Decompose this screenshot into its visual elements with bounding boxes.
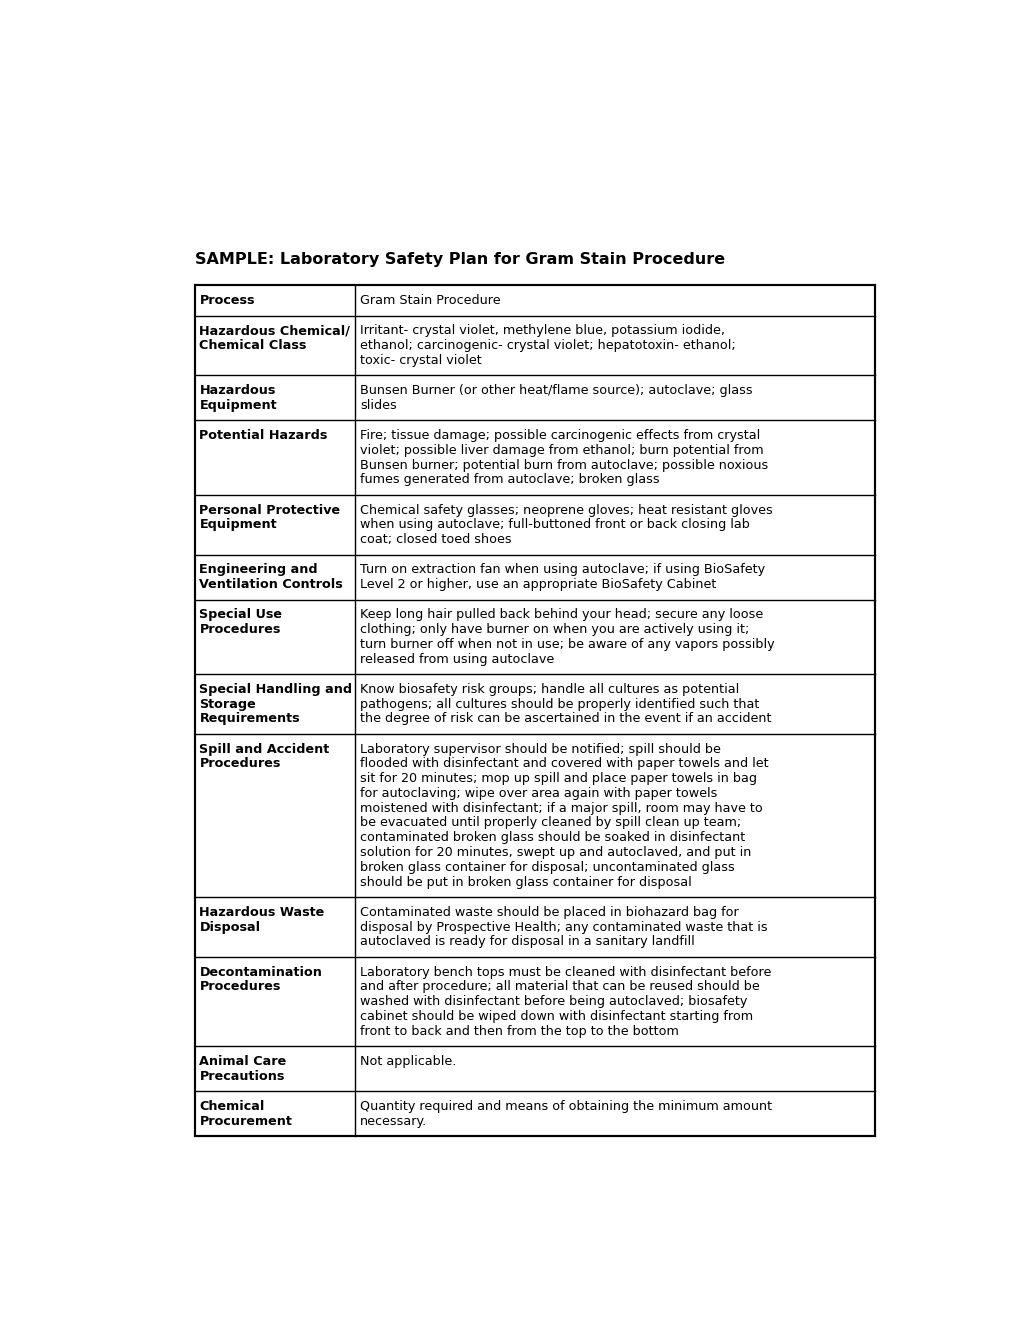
- Text: ethanol; carcinogenic- crystal violet; hepatotoxin- ethanol;: ethanol; carcinogenic- crystal violet; h…: [360, 339, 735, 352]
- Text: should be put in broken glass container for disposal: should be put in broken glass container …: [360, 875, 691, 888]
- Text: Contaminated waste should be placed in biohazard bag for: Contaminated waste should be placed in b…: [360, 906, 738, 919]
- Text: SAMPLE: Laboratory Safety Plan for Gram Stain Procedure: SAMPLE: Laboratory Safety Plan for Gram …: [195, 252, 725, 267]
- Text: disposal by Prospective Health; any contaminated waste that is: disposal by Prospective Health; any cont…: [360, 920, 766, 933]
- Text: when using autoclave; full-buttoned front or back closing lab: when using autoclave; full-buttoned fron…: [360, 519, 749, 532]
- Text: Bunsen burner; potential burn from autoclave; possible noxious: Bunsen burner; potential burn from autoc…: [360, 458, 767, 471]
- Text: Bunsen Burner (or other heat/flame source); autoclave; glass: Bunsen Burner (or other heat/flame sourc…: [360, 384, 752, 397]
- Text: moistened with disinfectant; if a major spill, room may have to: moistened with disinfectant; if a major …: [360, 801, 762, 814]
- Text: Procedures: Procedures: [200, 758, 280, 771]
- Text: broken glass container for disposal; uncontaminated glass: broken glass container for disposal; unc…: [360, 861, 734, 874]
- Text: fumes generated from autoclave; broken glass: fumes generated from autoclave; broken g…: [360, 474, 659, 486]
- Text: coat; closed toed shoes: coat; closed toed shoes: [360, 533, 511, 546]
- Text: Quantity required and means of obtaining the minimum amount: Quantity required and means of obtaining…: [360, 1100, 771, 1113]
- Text: Laboratory bench tops must be cleaned with disinfectant before: Laboratory bench tops must be cleaned wi…: [360, 965, 770, 978]
- Text: Equipment: Equipment: [200, 519, 277, 532]
- Text: pathogens; all cultures should be properly identified such that: pathogens; all cultures should be proper…: [360, 698, 758, 710]
- Text: front to back and then from the top to the bottom: front to back and then from the top to t…: [360, 1024, 678, 1038]
- Text: toxic- crystal violet: toxic- crystal violet: [360, 354, 481, 367]
- Text: flooded with disinfectant and covered with paper towels and let: flooded with disinfectant and covered wi…: [360, 758, 767, 771]
- Text: sit for 20 minutes; mop up spill and place paper towels in bag: sit for 20 minutes; mop up spill and pla…: [360, 772, 756, 785]
- Text: Precautions: Precautions: [200, 1069, 284, 1082]
- Text: Decontamination: Decontamination: [200, 965, 322, 978]
- Text: Not applicable.: Not applicable.: [360, 1055, 455, 1068]
- Text: Procedures: Procedures: [200, 623, 280, 636]
- Text: Procedures: Procedures: [200, 981, 280, 993]
- Text: and after procedure; all material that can be reused should be: and after procedure; all material that c…: [360, 981, 759, 993]
- Text: turn burner off when not in use; be aware of any vapors possibly: turn burner off when not in use; be awar…: [360, 638, 773, 651]
- Text: Special Handling and: Special Handling and: [200, 682, 353, 696]
- Text: Personal Protective: Personal Protective: [200, 504, 340, 516]
- Text: Fire; tissue damage; possible carcinogenic effects from crystal: Fire; tissue damage; possible carcinogen…: [360, 429, 759, 442]
- Text: Chemical: Chemical: [200, 1100, 265, 1113]
- Text: contaminated broken glass should be soaked in disinfectant: contaminated broken glass should be soak…: [360, 832, 745, 845]
- Text: autoclaved is ready for disposal in a sanitary landfill: autoclaved is ready for disposal in a sa…: [360, 936, 694, 948]
- Text: Hazardous Waste: Hazardous Waste: [200, 906, 324, 919]
- Text: the degree of risk can be ascertained in the event if an accident: the degree of risk can be ascertained in…: [360, 713, 770, 726]
- Text: for autoclaving; wipe over area again with paper towels: for autoclaving; wipe over area again wi…: [360, 787, 716, 800]
- Text: Hazardous Chemical/: Hazardous Chemical/: [200, 325, 350, 338]
- Text: Chemical Class: Chemical Class: [200, 339, 307, 352]
- Text: Requirements: Requirements: [200, 713, 300, 726]
- Text: necessary.: necessary.: [360, 1114, 427, 1127]
- Text: Potential Hazards: Potential Hazards: [200, 429, 327, 442]
- Text: solution for 20 minutes, swept up and autoclaved, and put in: solution for 20 minutes, swept up and au…: [360, 846, 751, 859]
- Text: clothing; only have burner on when you are actively using it;: clothing; only have burner on when you a…: [360, 623, 749, 636]
- Text: Ventilation Controls: Ventilation Controls: [200, 578, 342, 591]
- Text: Procurement: Procurement: [200, 1114, 292, 1127]
- Text: Keep long hair pulled back behind your head; secure any loose: Keep long hair pulled back behind your h…: [360, 609, 762, 622]
- Text: Special Use: Special Use: [200, 609, 282, 622]
- Text: Irritant- crystal violet, methylene blue, potassium iodide,: Irritant- crystal violet, methylene blue…: [360, 325, 725, 338]
- Text: Gram Stain Procedure: Gram Stain Procedure: [360, 294, 500, 308]
- Text: Know biosafety risk groups; handle all cultures as potential: Know biosafety risk groups; handle all c…: [360, 682, 739, 696]
- Text: Laboratory supervisor should be notified; spill should be: Laboratory supervisor should be notified…: [360, 743, 720, 755]
- Text: Level 2 or higher, use an appropriate BioSafety Cabinet: Level 2 or higher, use an appropriate Bi…: [360, 578, 715, 591]
- Text: Equipment: Equipment: [200, 399, 277, 412]
- Text: Storage: Storage: [200, 698, 256, 710]
- Text: Turn on extraction fan when using autoclave; if using BioSafety: Turn on extraction fan when using autocl…: [360, 564, 764, 577]
- Text: Chemical safety glasses; neoprene gloves; heat resistant gloves: Chemical safety glasses; neoprene gloves…: [360, 504, 771, 516]
- Text: violet; possible liver damage from ethanol; burn potential from: violet; possible liver damage from ethan…: [360, 444, 763, 457]
- Text: be evacuated until properly cleaned by spill clean up team;: be evacuated until properly cleaned by s…: [360, 817, 741, 829]
- Bar: [195, 285, 873, 1137]
- Text: washed with disinfectant before being autoclaved; biosafety: washed with disinfectant before being au…: [360, 995, 747, 1008]
- Text: slides: slides: [360, 399, 396, 412]
- Text: Process: Process: [200, 294, 255, 308]
- Text: Engineering and: Engineering and: [200, 564, 318, 577]
- Text: released from using autoclave: released from using autoclave: [360, 652, 553, 665]
- Text: Animal Care: Animal Care: [200, 1055, 286, 1068]
- Text: Hazardous: Hazardous: [200, 384, 275, 397]
- Text: Spill and Accident: Spill and Accident: [200, 743, 329, 755]
- Text: Disposal: Disposal: [200, 920, 260, 933]
- Text: cabinet should be wiped down with disinfectant starting from: cabinet should be wiped down with disinf…: [360, 1010, 752, 1023]
